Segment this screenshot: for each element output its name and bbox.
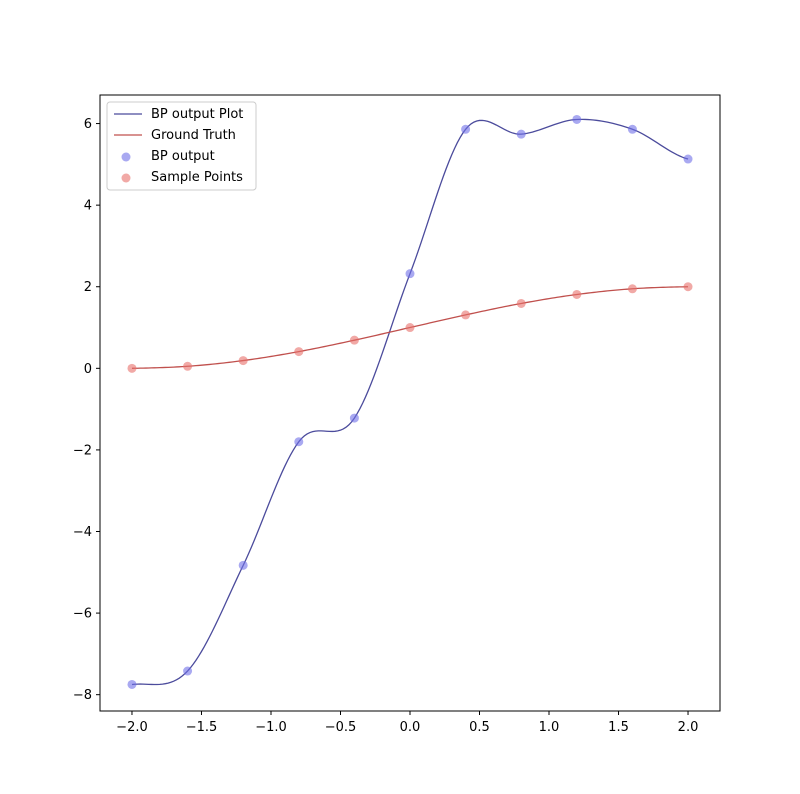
series-line-bp-output-plot <box>131 118 689 686</box>
markers-layer <box>127 114 693 689</box>
y-tick-label: −4 <box>73 525 92 540</box>
legend-marker-bp-output <box>121 152 131 162</box>
y-tick-label: 6 <box>84 117 92 132</box>
data-point-sample-points <box>461 310 471 320</box>
data-point-sample-points <box>516 298 526 308</box>
data-point-bp-output <box>183 666 193 676</box>
data-point-bp-output <box>516 129 526 139</box>
x-tick-label: 2.0 <box>678 720 699 735</box>
data-point-bp-output <box>683 154 693 164</box>
x-tick-label: 0.5 <box>469 720 490 735</box>
data-point-sample-points <box>238 356 248 366</box>
legend-label-sample-points: Sample Points <box>151 170 243 185</box>
legend-label-bp-output-plot: BP output Plot <box>151 107 243 122</box>
data-point-bp-output <box>461 124 471 134</box>
y-tick-label: 4 <box>84 199 92 214</box>
legend-marker-sample-points <box>121 173 131 183</box>
data-point-sample-points <box>405 323 415 333</box>
x-tick-label: 1.0 <box>539 720 560 735</box>
x-tick-label: −2.0 <box>116 720 148 735</box>
data-point-sample-points <box>572 289 582 299</box>
data-point-sample-points <box>683 282 693 292</box>
x-tick-label: 1.5 <box>608 720 629 735</box>
data-point-sample-points <box>627 284 637 294</box>
y-tick-label: −2 <box>73 443 92 458</box>
data-point-bp-output <box>238 560 248 570</box>
y-axis: −8 −6 −4 −2 0 2 4 6 <box>73 117 100 703</box>
legend-frame <box>106 101 257 191</box>
x-tick-label: 0.0 <box>400 720 421 735</box>
x-tick-label: −1.0 <box>255 720 287 735</box>
legend: BP output Plot Ground Truth BP output Sa… <box>106 101 257 191</box>
x-axis: −2.0 −1.5 −1.0 −0.5 0.0 0.5 1.0 1.5 2.0 <box>116 711 698 735</box>
data-point-sample-points <box>183 361 193 371</box>
y-tick-label: 0 <box>84 362 92 377</box>
lines-layer <box>131 118 689 686</box>
data-point-sample-points <box>294 347 304 357</box>
data-point-bp-output <box>627 124 637 134</box>
data-point-bp-output <box>572 114 582 124</box>
y-tick-label: 2 <box>84 280 92 295</box>
data-point-bp-output <box>294 437 304 447</box>
legend-label-bp-output: BP output <box>151 149 215 164</box>
data-point-bp-output <box>127 679 137 689</box>
data-point-sample-points <box>349 335 359 345</box>
x-tick-label: −0.5 <box>325 720 357 735</box>
data-point-sample-points <box>127 363 137 373</box>
data-point-bp-output <box>349 413 359 423</box>
y-tick-label: −8 <box>73 688 92 703</box>
legend-label-ground-truth: Ground Truth <box>151 128 236 143</box>
x-tick-label: −1.5 <box>186 720 218 735</box>
y-tick-label: −6 <box>73 607 92 622</box>
data-point-bp-output <box>405 269 415 279</box>
